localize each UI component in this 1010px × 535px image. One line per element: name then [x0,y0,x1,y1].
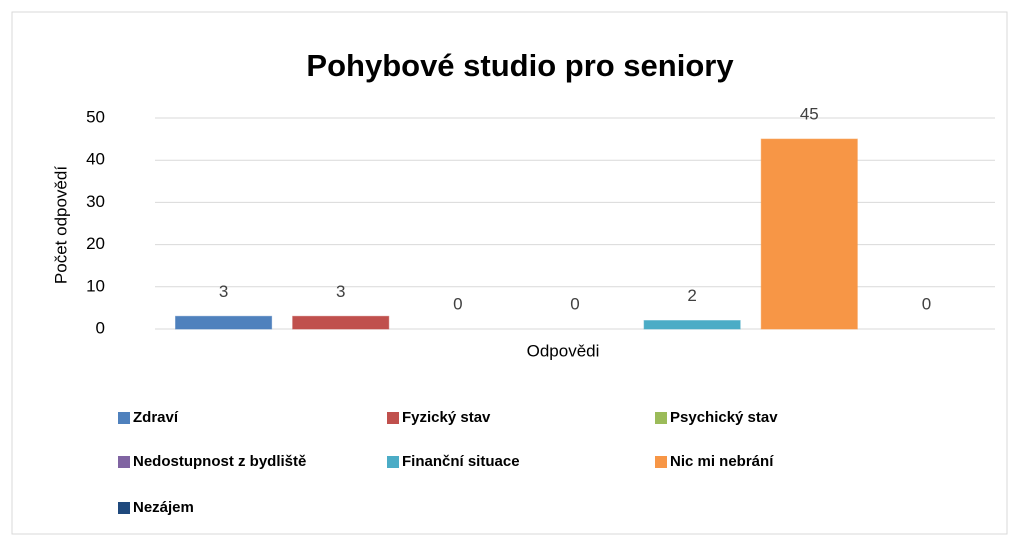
y-tick-label: 0 [96,318,105,337]
legend-swatch [655,412,667,424]
legend-swatch [118,412,130,424]
legend-label: Nezájem [133,499,194,516]
data-label: 0 [570,294,579,313]
y-tick-label: 10 [86,276,105,295]
bar [292,315,390,330]
legend-label: Nedostupnost z bydliště [133,453,306,470]
legend-swatch [387,412,399,424]
y-tick-label: 30 [86,192,105,211]
legend-label: Fyzický stav [402,409,491,426]
bar [760,138,858,330]
data-label: 0 [453,294,462,313]
legend-label: Finanční situace [402,453,520,470]
bar [175,315,273,330]
legend-label: Zdraví [133,409,179,426]
y-axis-label: Počet odpovědí [51,166,70,284]
chart-title: Pohybové studio pro seniory [306,48,734,83]
bar [643,320,741,330]
data-label: 45 [800,105,819,124]
legend-swatch [387,456,399,468]
data-label: 2 [687,286,696,305]
legend-swatch [655,456,667,468]
legend-label: Nic mi nebrání [670,453,774,470]
data-label: 3 [219,282,228,301]
x-axis-label: Odpovědi [527,341,600,360]
y-tick-label: 20 [86,234,105,253]
legend-swatch [118,502,130,514]
data-label: 0 [922,294,931,313]
legend-label: Psychický stav [670,409,778,426]
y-tick-label: 40 [86,150,105,169]
y-tick-label: 50 [86,107,105,126]
legend-swatch [118,456,130,468]
data-label: 3 [336,282,345,301]
